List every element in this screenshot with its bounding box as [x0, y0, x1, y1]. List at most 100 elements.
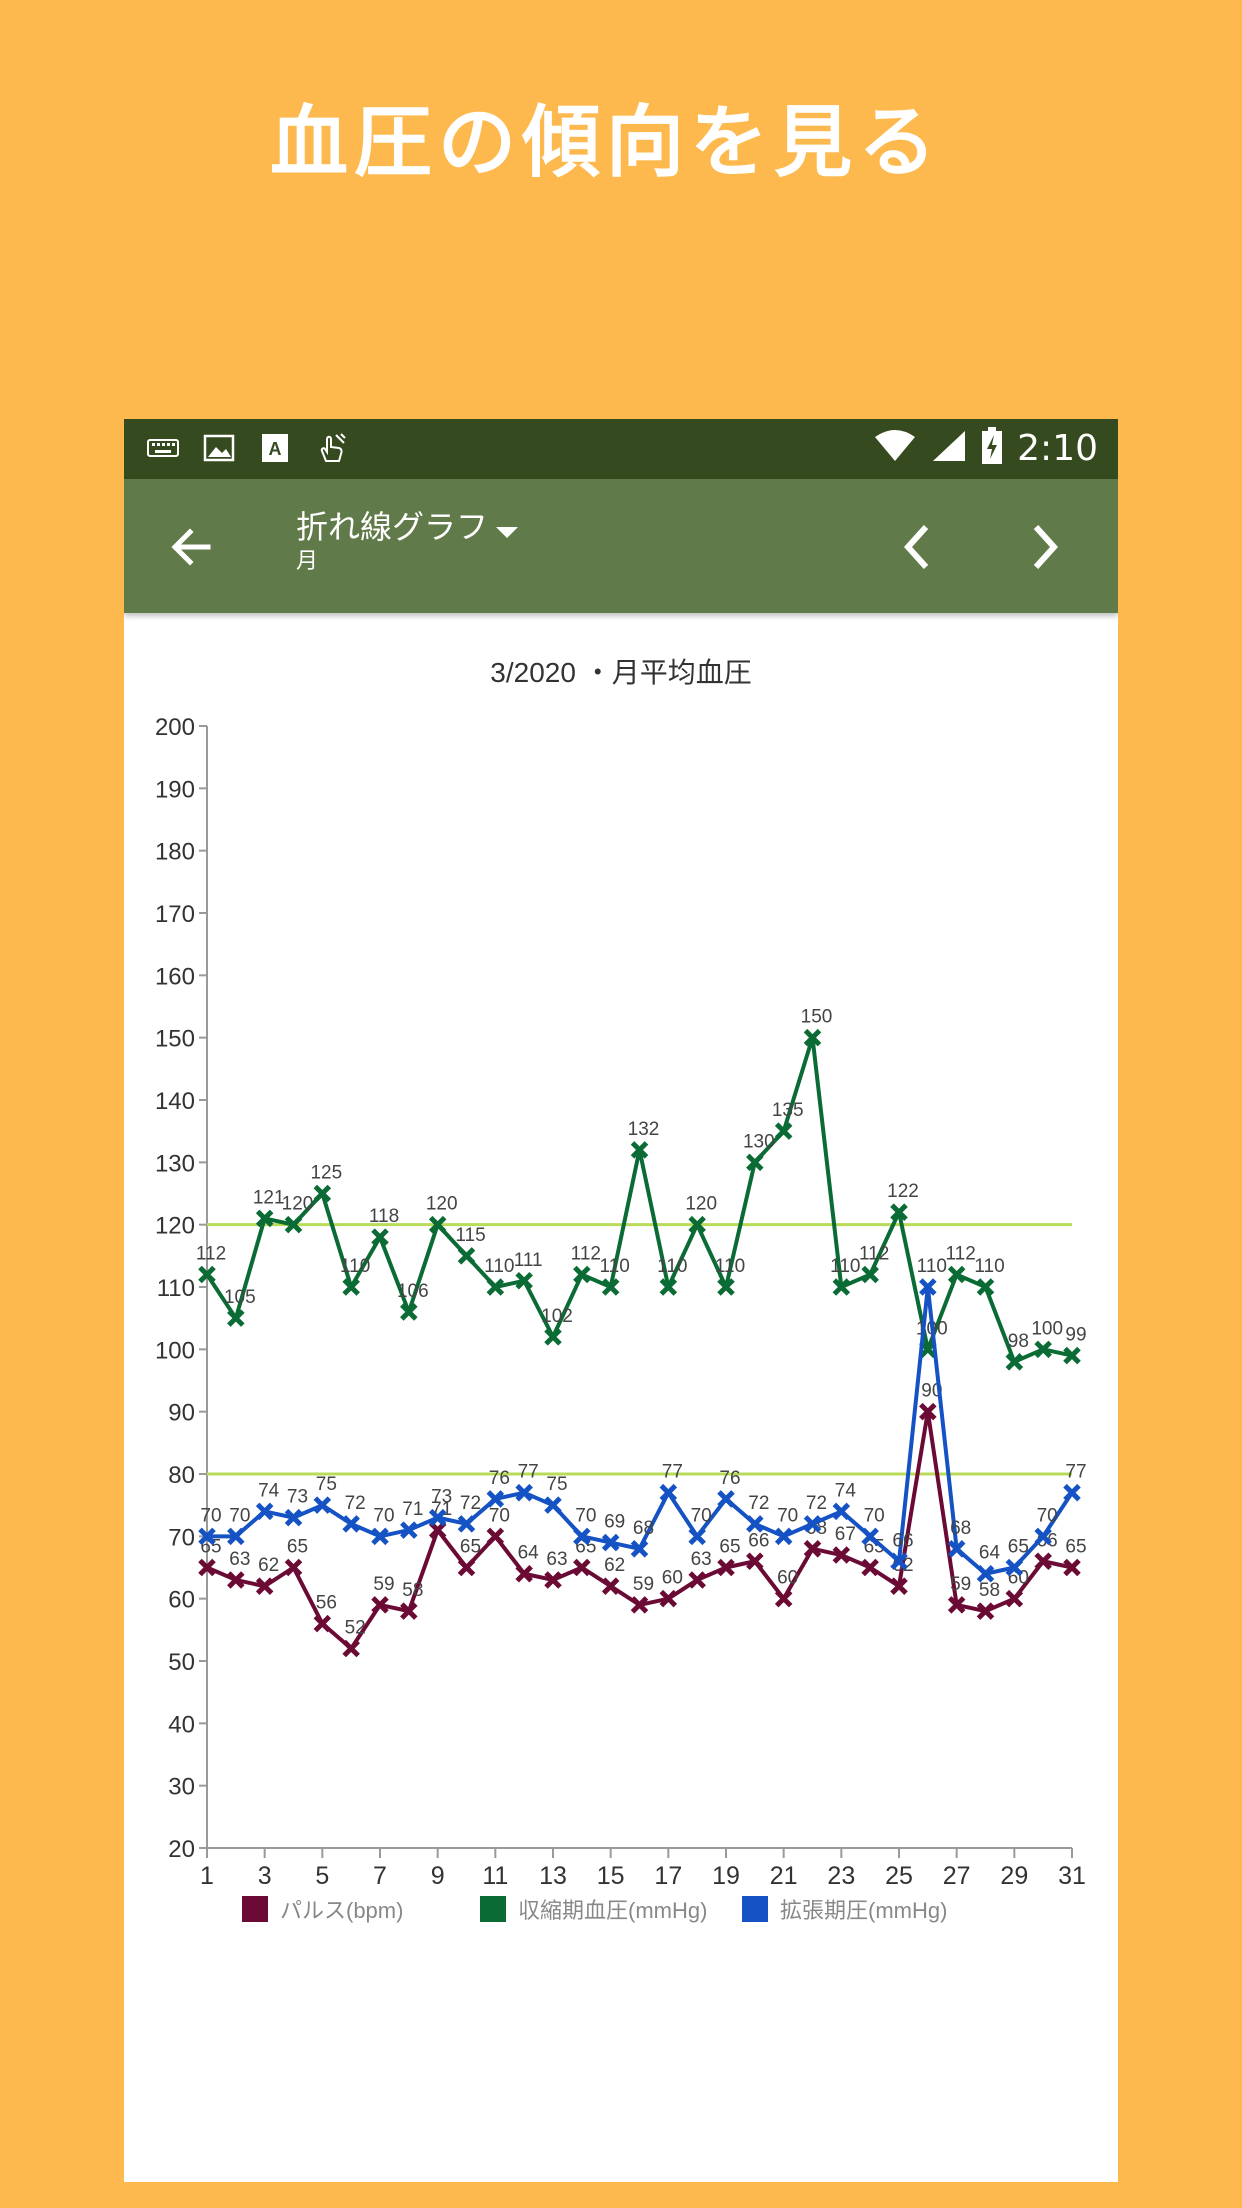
y-tick-label: 60	[168, 1587, 195, 1614]
data-point	[371, 1596, 389, 1614]
data-point	[976, 1564, 995, 1583]
y-tick-label: 90	[168, 1400, 195, 1427]
data-point	[198, 1265, 216, 1284]
x-tick-label: 29	[1000, 1862, 1028, 1890]
data-point	[803, 1028, 822, 1047]
data-point	[832, 1546, 851, 1564]
data-label: 62	[604, 1555, 625, 1576]
data-label: 71	[402, 1499, 423, 1520]
data-label: 65	[287, 1537, 308, 1558]
chart-area: 3/2020 ・月平均血圧 20 30 40 50 60 70 80 90 100 110 120 13…	[124, 613, 1118, 2182]
data-label: 120	[426, 1194, 458, 1215]
toolbar-subtitle: 月	[296, 549, 319, 574]
data-label: 68	[950, 1518, 971, 1539]
data-label: 110	[600, 1256, 630, 1277]
data-point	[255, 1502, 274, 1521]
y-tick-label: 130	[155, 1150, 195, 1177]
data-point	[1063, 1483, 1081, 1502]
status-time: 2:10	[1017, 427, 1098, 469]
y-tick-label: 160	[155, 963, 195, 990]
back-button[interactable]	[164, 519, 220, 575]
data-label: 68	[633, 1518, 654, 1539]
data-label: 110	[715, 1256, 745, 1277]
data-point	[1034, 1340, 1052, 1359]
previous-month-button[interactable]	[888, 517, 948, 577]
data-label: 70	[777, 1505, 798, 1526]
data-point	[717, 1558, 735, 1577]
data-label: 65	[719, 1537, 740, 1558]
y-tick-label: 100	[155, 1337, 195, 1364]
data-point	[284, 1558, 303, 1577]
y-tick-label: 170	[155, 901, 195, 928]
data-label: 75	[316, 1474, 337, 1495]
data-label: 112	[571, 1244, 601, 1265]
data-point	[947, 1265, 966, 1284]
data-label: 73	[287, 1487, 308, 1508]
toolbar-title: 折れ線グラフ	[296, 508, 489, 546]
legend-swatch	[480, 1896, 506, 1922]
next-month-button[interactable]	[1014, 517, 1074, 577]
data-point	[659, 1278, 678, 1296]
data-point	[861, 1265, 879, 1284]
y-tick-label: 30	[168, 1774, 195, 1801]
chart-type-dropdown[interactable]: 折れ線グラフ 月	[296, 507, 519, 577]
x-tick-label: 17	[654, 1862, 682, 1890]
data-point	[428, 1215, 447, 1234]
legend-label: パルス(bpm)	[280, 1898, 403, 1923]
data-label: 58	[402, 1580, 423, 1601]
data-label: 70	[575, 1505, 596, 1526]
x-tick-label: 13	[539, 1862, 567, 1890]
x-tick-label: 1	[200, 1862, 214, 1890]
data-label: 76	[719, 1468, 740, 1489]
data-point	[601, 1278, 620, 1296]
data-point	[717, 1490, 735, 1508]
data-label: 110	[484, 1256, 514, 1277]
y-tick-label: 40	[168, 1711, 195, 1738]
data-point	[861, 1558, 879, 1577]
data-label: 63	[229, 1549, 250, 1570]
data-label: 115	[455, 1225, 485, 1246]
data-label: 74	[258, 1480, 280, 1501]
data-label: 70	[229, 1505, 250, 1526]
data-point	[601, 1577, 620, 1595]
data-label: 67	[835, 1524, 856, 1545]
data-label: 65	[1008, 1537, 1029, 1558]
data-label: 72	[345, 1493, 366, 1514]
data-point	[515, 1483, 533, 1502]
data-point	[774, 1122, 793, 1140]
data-point	[371, 1228, 389, 1246]
data-point	[515, 1564, 533, 1583]
data-label: 66	[748, 1530, 769, 1551]
data-point	[255, 1577, 274, 1595]
y-tick-label: 190	[155, 776, 195, 803]
data-point	[746, 1153, 764, 1172]
data-point	[227, 1571, 245, 1589]
signal-icon	[931, 429, 967, 467]
data-label: 64	[979, 1543, 1001, 1564]
data-label: 52	[345, 1618, 366, 1639]
data-label: 59	[373, 1574, 394, 1595]
data-point	[400, 1602, 418, 1620]
data-label: 60	[777, 1568, 798, 1589]
data-label: 60	[1008, 1568, 1029, 1589]
data-point	[457, 1247, 476, 1265]
data-point	[630, 1596, 649, 1614]
data-point	[919, 1278, 937, 1296]
data-point	[803, 1515, 822, 1533]
data-point	[976, 1602, 995, 1620]
y-tick-label: 70	[168, 1524, 195, 1551]
data-label: 74	[835, 1480, 857, 1501]
image-icon	[202, 431, 236, 465]
data-point	[688, 1527, 706, 1546]
data-point	[227, 1309, 245, 1327]
data-label: 65	[200, 1537, 221, 1558]
data-label: 102	[541, 1306, 573, 1327]
wifi-icon	[873, 429, 917, 467]
data-point	[1005, 1353, 1024, 1371]
data-label: 66	[892, 1530, 913, 1551]
data-point	[313, 1614, 332, 1633]
data-label: 65	[1065, 1537, 1086, 1558]
x-tick-label: 25	[885, 1862, 913, 1890]
data-label: 111	[514, 1250, 543, 1271]
app-toolbar: 折れ線グラフ 月	[124, 479, 1118, 613]
